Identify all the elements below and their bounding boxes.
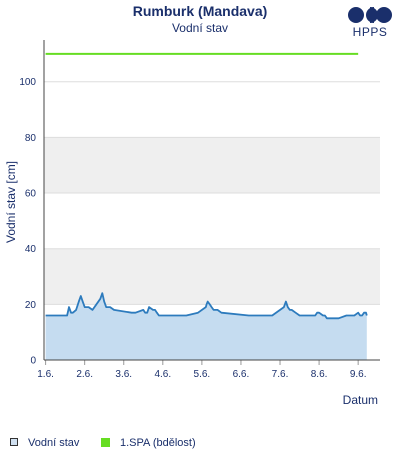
y-tick-label: 100: [19, 77, 36, 88]
x-tick-label: 6.6.: [233, 369, 250, 380]
y-tick-labels: 0 20 40 60 80 100: [19, 77, 36, 366]
plot-band: [44, 137, 380, 194]
x-tick-label: 7.6.: [272, 369, 289, 380]
x-axis-title: Datum: [343, 393, 378, 407]
y-tick-label: 40: [25, 244, 37, 255]
y-tick-label: 80: [25, 133, 37, 144]
legend-label: Vodní stav: [28, 437, 80, 449]
y-tick-label: 20: [25, 300, 37, 311]
axes: [43, 40, 380, 365]
y-tick-label: 60: [25, 189, 37, 200]
water-level-area: [45, 293, 367, 360]
legend-swatch-water-level: [10, 438, 18, 447]
series-layer: [45, 52, 368, 360]
x-tick-label: 8.6.: [311, 369, 328, 380]
y-tick-label: 0: [30, 356, 36, 367]
chart-subtitle: Vodní stav: [171, 21, 229, 35]
hpps-logo: HPPS: [348, 6, 392, 40]
legend-label: 1.SPA (bdělost): [120, 437, 196, 449]
x-tick-label: 3.6.: [115, 369, 132, 380]
x-tick-label: 5.6.: [194, 369, 211, 380]
water-level-chart: 0 20 40 60 80 100 1.6. 2.6. 3.6. 4.6. 5.6. 6.6. 7.6…: [4, 40, 380, 407]
logo-text: HPPS: [352, 25, 388, 39]
x-tick-label: 2.6.: [76, 369, 93, 380]
plot-bands: [44, 137, 380, 305]
x-tick-labels: 1.6. 2.6. 3.6. 4.6. 5.6. 6.6. 7.6. 8.6. 9.6.: [37, 369, 366, 380]
legend-item-water-level[interactable]: Vodní stav: [10, 437, 79, 449]
x-tick-label: 4.6.: [154, 369, 171, 380]
x-tick-label: 1.6.: [37, 369, 54, 380]
y-axis-title: Vodní stav [cm]: [4, 161, 18, 243]
legend-item-spa[interactable]: 1.SPA (bdělost): [101, 437, 196, 449]
plot-band: [44, 248, 380, 305]
legend-swatch-spa: [101, 437, 110, 447]
water-level-line: [45, 292, 368, 320]
x-tick-label: 9.6.: [350, 369, 367, 380]
hpps-logo-icon: [348, 7, 392, 23]
chart-title: Rumburk (Mandava): [132, 3, 268, 19]
